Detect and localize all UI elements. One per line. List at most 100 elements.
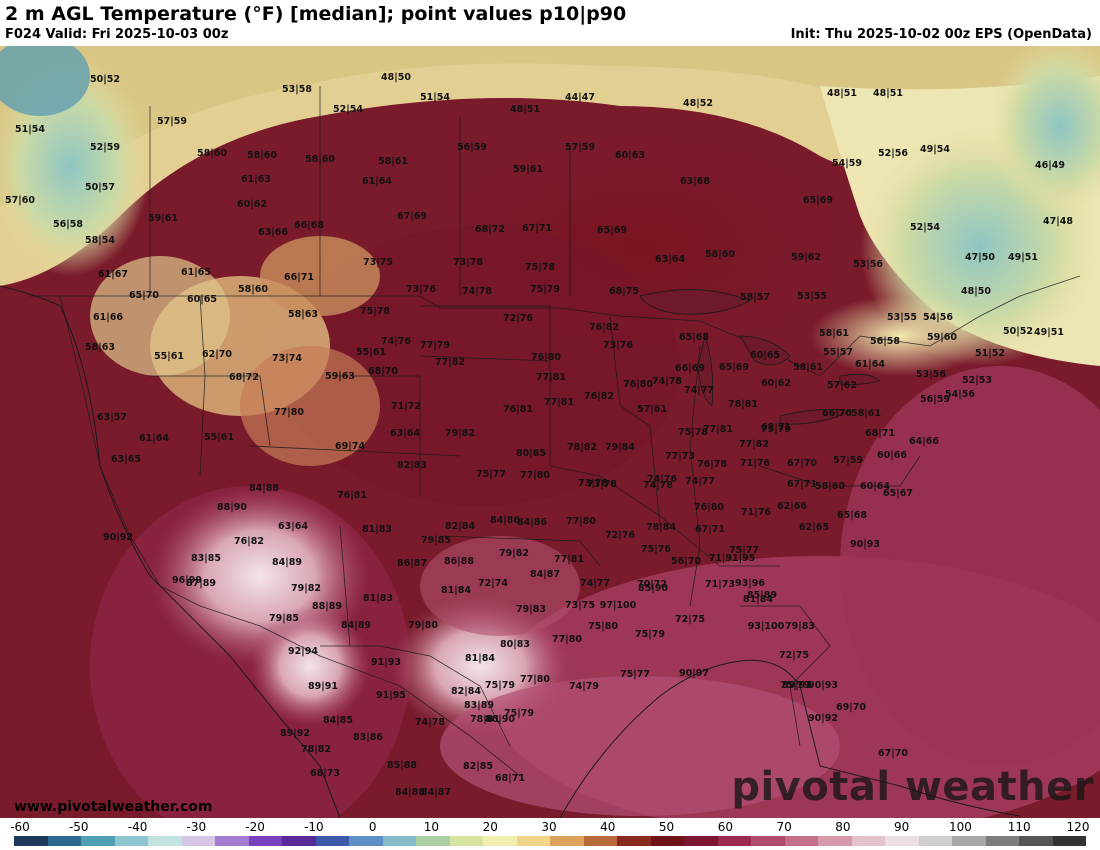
point-value-label: 59|63 [325, 371, 355, 382]
point-value-label: 53|58 [282, 84, 312, 95]
point-value-label: 68|70 [368, 366, 398, 377]
colorbar-segment [315, 836, 349, 846]
point-value-label: 84|87 [530, 569, 560, 580]
point-value-label: 81|83 [362, 524, 392, 535]
point-value-label: 58|60 [238, 284, 268, 295]
point-value-label: 76|78 [697, 459, 727, 470]
point-value-label: 73|76 [603, 340, 633, 351]
colorbar-segment [282, 836, 316, 846]
point-value-label: 74|78 [652, 376, 682, 387]
point-value-label: 66|70 [822, 408, 852, 419]
point-value-label: 58|60 [197, 148, 227, 159]
point-value-label: 58|61 [819, 328, 849, 339]
point-value-label: 61|64 [855, 359, 885, 370]
point-value-label: 60|63 [615, 150, 645, 161]
point-value-label: 78|81 [728, 399, 758, 410]
point-value-label: 77|82 [739, 439, 769, 450]
colorbar-segment [650, 836, 684, 846]
header: 2 m AGL Temperature (°F) [median]; point… [0, 0, 1100, 46]
point-value-label: 52|53 [962, 375, 992, 386]
colorbar-segment [516, 836, 550, 846]
point-value-label: 72|76 [503, 313, 533, 324]
point-value-label: 86|87 [397, 558, 427, 569]
point-value-label: 81|84 [743, 594, 773, 605]
point-value-label: 78|82 [301, 744, 331, 755]
point-value-label: 76|82 [589, 322, 619, 333]
point-value-label: 48|52 [683, 98, 713, 109]
colorbar-tick-label: 30 [541, 820, 557, 834]
point-value-label: 65|68 [837, 510, 867, 521]
colorbar-tick-label: -10 [304, 820, 324, 834]
point-value-label: 57|62 [827, 380, 857, 391]
temperature-map[interactable]: 50|52 48|50 53|58 51|54 44|47 48|52 48|51 48|51… [0, 46, 1100, 818]
point-value-label: 56|58 [53, 219, 83, 230]
point-value-label: 50|52 [90, 74, 120, 85]
point-value-label: 60|65 [187, 294, 217, 305]
point-value-label: 63|65 [111, 454, 141, 465]
point-value-label: 65|68 [679, 332, 709, 343]
point-value-label: 74|77 [580, 578, 610, 589]
point-value-label: 49|54 [920, 144, 950, 155]
colorbar-segment [784, 836, 818, 846]
point-value-label: 76|80 [694, 502, 724, 513]
point-value-label: 73|74 [272, 353, 302, 364]
point-value-label: 50|57 [85, 182, 115, 193]
point-value-label: 77|81 [703, 424, 733, 435]
point-value-label: 55|61 [356, 347, 386, 358]
point-value-label: 77|73 [665, 451, 695, 462]
point-value-label: 80|83 [500, 639, 530, 650]
point-value-label: 85|89 [747, 590, 777, 601]
point-value-label: 79|82 [291, 583, 321, 594]
colorbar-tick-label: 40 [600, 820, 616, 834]
point-value-label: 53|55 [887, 312, 917, 323]
point-value-label: 60|62 [761, 378, 791, 389]
point-value-label: 78|82 [567, 442, 597, 453]
point-value-label: 54|56 [945, 389, 975, 400]
point-value-label: 59|61 [148, 213, 178, 224]
point-value-label: 49|51 [1008, 252, 1038, 263]
point-value-label: 83|85 [191, 553, 221, 564]
point-value-label: 52|59 [90, 142, 120, 153]
point-value-label: 88|90 [217, 502, 247, 513]
point-value-label: 74|78 [462, 286, 492, 297]
point-value-label: 72|74 [478, 578, 508, 589]
colorbar-segment [483, 836, 517, 846]
point-value-label: 97|100 [600, 600, 637, 611]
colorbar: -60 -50 -40 -30 -20 -10 0 10 20 30 40 50 60 70 80 90 100… [0, 818, 1100, 850]
point-value-label: 73|78 [587, 479, 617, 490]
point-value-label: 59|60 [927, 332, 957, 343]
point-value-label: 72|76 [605, 530, 635, 541]
point-value-label: 57|61 [637, 404, 667, 415]
point-value-label: 77|80 [566, 516, 596, 527]
point-value-label: 74|76 [381, 336, 411, 347]
point-value-label: 55|57 [823, 347, 853, 358]
point-value-label: 68|72 [475, 224, 505, 235]
point-value-label: 52|54 [333, 104, 363, 115]
point-value-label: 68|72 [229, 372, 259, 383]
point-value-label: 48|51 [827, 88, 857, 99]
colorbar-tick-label: 100 [948, 820, 972, 834]
colorbar-segment [684, 836, 718, 846]
point-value-label: 85|88 [387, 760, 417, 771]
point-value-label: 68|75 [609, 286, 639, 297]
point-value-label: 75|78 [360, 306, 390, 317]
colorbar-segment [81, 836, 115, 846]
point-value-label: 53|56 [916, 369, 946, 380]
point-value-label: 62|66 [777, 501, 807, 512]
point-value-label: 74|78 [643, 480, 673, 491]
point-value-label: 71|76 [741, 507, 771, 518]
point-value-label: 96|99 [172, 575, 202, 586]
site-url[interactable]: www.pivotalweather.com [14, 799, 213, 815]
colorbar-tick-label: 10 [423, 820, 440, 834]
point-value-label: 74|77 [685, 476, 715, 487]
point-value-label: 79|80 [408, 620, 438, 631]
point-value-label: 73|78 [578, 478, 608, 489]
point-value-label: 50|52 [1003, 326, 1033, 337]
colorbar-segment [550, 836, 584, 846]
point-value-label: 55|61 [204, 432, 234, 443]
init-time: Init: Thu 2025-10-02 00z EPS (OpenData) [790, 27, 1092, 42]
point-value-label: 63|66 [258, 227, 288, 238]
point-value-label: 89|92 [280, 728, 310, 739]
point-value-label: 44|47 [565, 92, 595, 103]
point-value-label: 54|59 [832, 158, 862, 169]
